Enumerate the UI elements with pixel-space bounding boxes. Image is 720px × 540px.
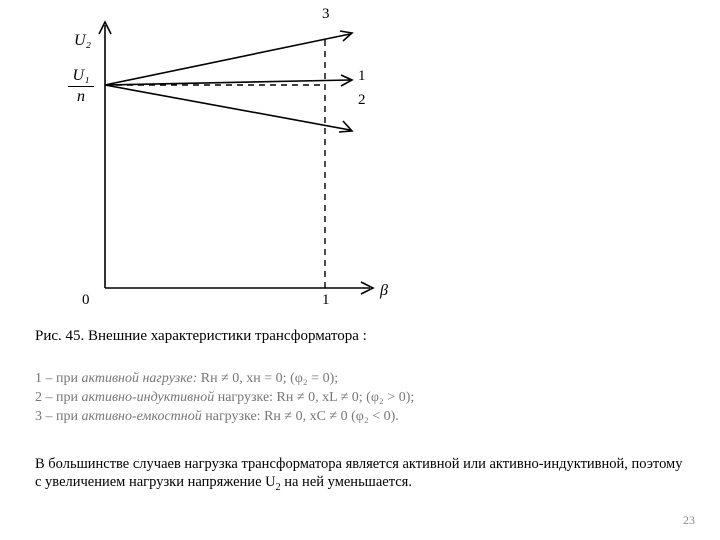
legend-3-em: активно-емкостной <box>81 409 205 424</box>
axis-origin-label: 0 <box>82 292 90 309</box>
legend-3-pre: 3 – при <box>35 409 81 424</box>
chart: U₂ U₁ n 0 1 β 3 1 2 <box>50 10 410 315</box>
curve-3 <box>105 34 350 85</box>
page: U₂ U₁ n 0 1 β 3 1 2 Рис. 45. Внешние хар… <box>0 0 720 540</box>
legend-1-pre: 1 – при <box>35 371 81 386</box>
chart-svg <box>50 10 410 315</box>
curve-2-label: 2 <box>358 92 366 109</box>
legend: 1 – при активной нагрузке: Rн ≠ 0, xн = … <box>35 370 414 427</box>
frac-bar <box>68 86 94 87</box>
y-axis-label-u1-over-n: U₁ n <box>68 68 94 105</box>
legend-line-1: 1 – при активной нагрузке: Rн ≠ 0, xн = … <box>35 370 414 389</box>
curve-2 <box>105 85 350 130</box>
page-number: 23 <box>683 513 695 528</box>
legend-1-post: Rн ≠ 0, xн = 0; (φ₂ = 0); <box>201 371 338 386</box>
y-axis-label-u2: U₂ <box>74 32 91 50</box>
x-tick-1: 1 <box>322 292 330 309</box>
frac-den: n <box>68 89 94 105</box>
body-paragraph: В большинстве случаев нагрузка трансформ… <box>35 455 685 495</box>
legend-2-em: активно-индуктивной <box>81 390 217 405</box>
curve-3-label: 3 <box>322 6 330 23</box>
legend-1-em: активной нагрузке: <box>81 371 200 386</box>
legend-line-3: 3 – при активно-емкостной нагрузке: Rн ≠… <box>35 408 414 427</box>
frac-num: U₁ <box>68 68 94 84</box>
legend-line-2: 2 – при активно-индуктивной нагрузке: Rн… <box>35 389 414 408</box>
legend-2-pre: 2 – при <box>35 390 81 405</box>
curve-2-arrow <box>339 121 352 132</box>
curve-1 <box>105 80 350 85</box>
figure-caption: Рис. 45. Внешние характеристики трансфор… <box>35 328 367 345</box>
legend-3-post: нагрузке: Rн ≠ 0, xC ≠ 0 (φ₂ < 0). <box>205 409 399 424</box>
legend-2-post: нагрузке: Rн ≠ 0, xL ≠ 0; (φ₂ > 0); <box>218 390 415 405</box>
x-axis-label-beta: β <box>380 282 388 300</box>
curve-1-label: 1 <box>358 68 366 85</box>
body-t2: на ней уменьшается. <box>281 474 412 490</box>
